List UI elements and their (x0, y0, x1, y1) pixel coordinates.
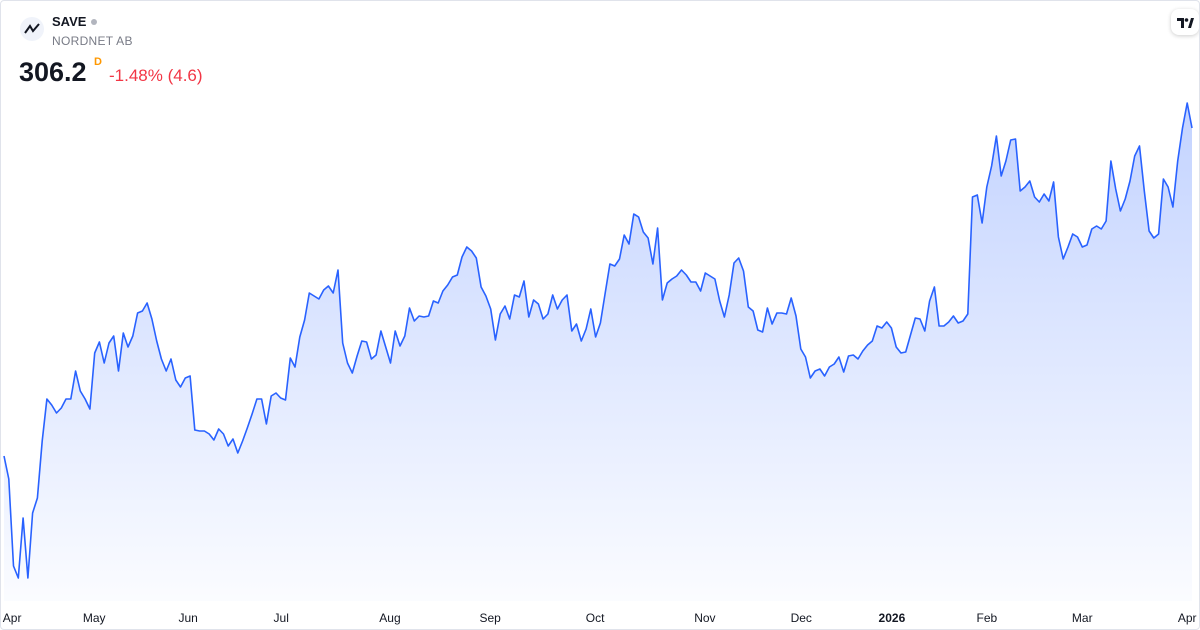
status-dot (91, 19, 97, 25)
interval: D (94, 56, 102, 68)
x-tick-label: Apr (3, 611, 22, 625)
x-tick-label: Jul (274, 611, 289, 625)
area-fill (4, 103, 1192, 601)
logo-icon (1177, 18, 1194, 28)
x-tick-label: Aug (379, 611, 400, 625)
ticker[interactable]: SAVE (52, 14, 87, 29)
x-tick-label: Mar (1072, 611, 1093, 625)
x-tick-label: Oct (586, 611, 605, 625)
tradingview-logo[interactable] (1171, 9, 1199, 35)
symbol-logo (20, 17, 44, 41)
price-line (3, 102, 1193, 579)
price: 306.2 (19, 57, 87, 87)
change: -1.48% (4.6) (109, 66, 203, 85)
x-tick-label: Feb (976, 611, 997, 625)
x-tick-label: Nov (694, 611, 715, 625)
x-tick-label: May (83, 611, 106, 625)
x-tick-label: Jun (178, 611, 197, 625)
x-tick-label: Apr (1178, 611, 1197, 625)
x-tick-label: Dec (791, 611, 812, 625)
x-tick-label: Sep (479, 611, 501, 625)
x-tick-label: 2026 (879, 611, 906, 625)
exchange-name: NORDNET AB (52, 34, 133, 48)
